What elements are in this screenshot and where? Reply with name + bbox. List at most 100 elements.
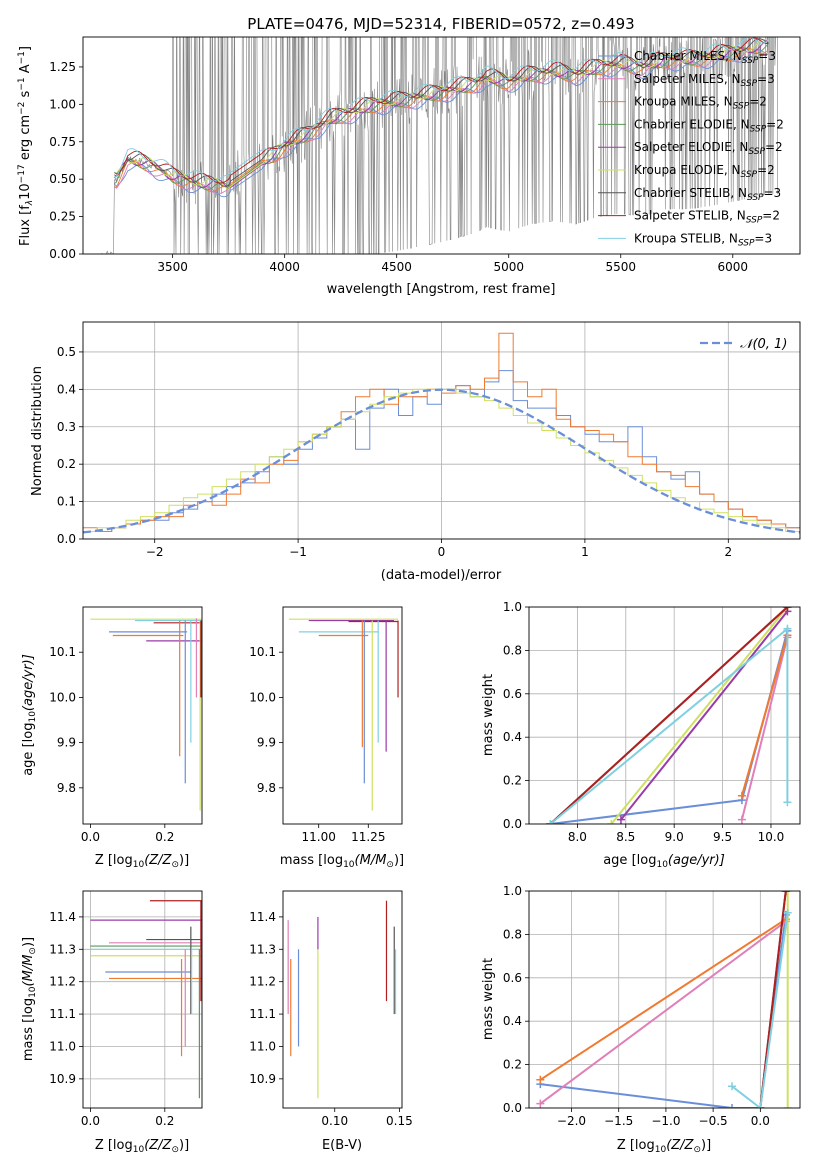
age-vs-Z-plot [90,618,202,811]
spectrum-ylabel-part: −1 [17,77,27,90]
age-vs-mass-frame [282,606,403,825]
weight-vs-age-ytick-label: 0.4 [503,730,522,744]
legend-entry-label: Chabrier STELIB, NSSP=3 [634,186,781,203]
spectrum-axes: 3500 4000 4500 5000 5500 6000 0.00 0.25 0.50 0.75… [17,36,801,297]
weight-z-ylabel: mass weight [481,958,496,1040]
weight-z-marker [783,908,792,917]
mass-z-ylabel-part: )] [21,937,36,947]
mass-vs-EBV-ytick-label: 11.2 [249,975,276,989]
legend-entry-label-part: Chabrier ELODIE, N [634,117,750,131]
charts-layer: 3500 4000 4500 5000 5500 60000.000.250.500.75… [17,36,801,1155]
weight-z-marker [783,891,792,895]
age-mass-xlabel-part: (M/M [355,853,387,868]
mass-z-xlabel-part: )] [179,1138,189,1153]
legend-entry-label-part: =2 [749,95,767,109]
weight-age-marker [783,624,792,633]
mass-vs-Z-ytick-label: 11.2 [49,975,76,989]
legend-entry-label: Salpeter MILES, NSSP=3 [634,72,775,89]
weight-z-series-line [731,912,789,1108]
weight-z-marker [728,1082,737,1091]
age-vs-Z-ytick-label: 9.9 [57,736,76,750]
spectrum-xtick-label: 3500 [157,260,188,274]
spectrum-model-line [114,38,769,190]
spectrum-ylabel-part: −2 [17,102,27,115]
spectrum-ylabel-part: erg cm [18,115,33,164]
spectrum-plot [100,37,778,254]
weight-z-xlabel-part: Z [log [617,1138,655,1153]
weight-vs-Z-xtick-label: −0.5 [699,1114,728,1128]
age-vs-Z-axes: 0.0 0.29.89.910.010.1Z [log10(Z/Z⊙)]age [… [21,606,203,870]
spectrum-ylabel-part: A [18,64,33,77]
residuals-plot [83,322,800,539]
mass-z-ylabel-part: (M/M [21,955,36,987]
figure-title: PLATE=0476, MJD=52314, FIBERID=0572, z=0… [247,15,634,33]
mass-vs-EBV-frame [282,890,403,1109]
age-vs-Z-ytick-label: 9.8 [57,781,76,795]
age-z-ylabel-part: 10 [28,711,38,723]
age-vs-mass-ytick-label: 10.1 [249,645,276,659]
spectrum-model-line [114,47,769,193]
legend-entry-label-part: Salpeter ELODIE, N [634,140,748,154]
legend-entry-label-part: =2 [766,117,784,131]
spectrum-ylabel: Flux [fλ10−17 erg cm−2 s−1 A−1] [17,46,35,246]
mass-vs-Z-xtick-label: 0.0 [81,1114,100,1128]
weight-age-marker [607,820,616,824]
mass-z-xlabel-part: ⊙ [171,1145,179,1155]
legend-entry-label-part: Kroupa STELIB, N [634,231,738,245]
legend-entry-label-part: SSP [733,102,750,112]
legend-entry-label-part: =3 [758,49,776,63]
legend-entry-label-part: SSP [742,56,759,66]
legend-entry-label: Kroupa MILES, NSSP=2 [634,95,767,112]
residuals-frame [82,321,801,540]
weight-vs-age-ytick-label: 0.0 [503,817,522,831]
residuals-xtick-label: 1 [581,545,589,559]
weight-age-marker [737,791,746,800]
age-vs-Z-xtick-label: 0.2 [155,830,174,844]
mass-vs-EBV-xtick-label: 0.10 [321,1114,348,1128]
legend-entry-label-part: SSP [750,124,767,134]
weight-vs-Z-xtick-label: −1.5 [604,1114,633,1128]
legend-entry-label-part: Chabrier STELIB, N [634,186,747,200]
mass-vs-EBV-ytick-label: 11.4 [249,910,276,924]
age-mass-xlabel-part: )] [394,853,404,868]
weight-age-xlabel-part: age [log [603,853,656,868]
weight-vs-age-xtick-label: 10.0 [758,830,785,844]
mass-z-ylabel-part: mass [log [21,998,36,1061]
weight-vs-Z-xtick-label: −1.0 [651,1114,680,1128]
age-z-xlabel-part: Z [log [95,853,133,868]
weight-z-marker [536,1075,545,1084]
mass-z-xlabel-part: Z [log [95,1138,133,1153]
weight-vs-age-ytick-label: 0.2 [503,774,522,788]
age-vs-mass-axes: 11.00 11.25 9.8 9.9 10.0 10.1 mass [log10(M/M⊙… [249,606,404,870]
weight-age-xlabel-part: (age/yr)] [668,853,725,868]
spectrum-ylabel-part: s [18,90,33,101]
weight-z-series-line [539,918,787,1081]
weight-vs-Z-ytick-label: 0.4 [503,1014,522,1028]
mass-z-ylabel: mass [log10(M/M⊙)] [21,937,38,1061]
residuals-ylabel: Normed distribution [30,366,45,496]
age-vs-mass-ytick-label: 9.8 [257,781,276,795]
spectrum-xlabel: wavelength [Angstrom, rest frame] [327,282,556,297]
weight-z-xlabel-part: ⊙ [693,1145,701,1155]
normal-curve [83,388,800,534]
age-vs-mass-xtick-label: 11.25 [351,830,385,844]
spectrum-ylabel-part: λ [25,200,35,206]
spectrum-xtick-label: 6000 [718,260,749,274]
mass-vs-EBV-plot [287,900,397,1099]
age-z-xlabel-part: (Z/Z [144,853,172,868]
legend-entry-label-part: =2 [757,163,775,177]
age-mass-xlabel-part: mass [log [280,853,343,868]
spectrum-ylabel-part: ] [18,46,33,51]
spectrum-frame [82,36,801,255]
spectrum-ylabel-part: 10 [18,183,33,200]
weight-z-xlabel-part: 10 [655,1145,667,1155]
weight-vs-Z-ytick-label: 0.8 [503,927,522,941]
weight-z-xlabel-part: (Z/Z [666,1138,694,1153]
legend-entry-label: Chabrier ELODIE, NSSP=2 [634,117,784,134]
spectrum-ytick-label: 0.75 [49,135,76,149]
spectrum-xtick-label: 4500 [381,260,412,274]
mass-vs-EBV-ytick-label: 11.3 [249,942,276,956]
weight-age-series-line [620,610,789,821]
residuals-axes: −2 −1 0 1 2 0.0 0.1 0.2 0.3 0.4 0.5 𝒩(0, 1) (data-mo… [30,321,801,583]
